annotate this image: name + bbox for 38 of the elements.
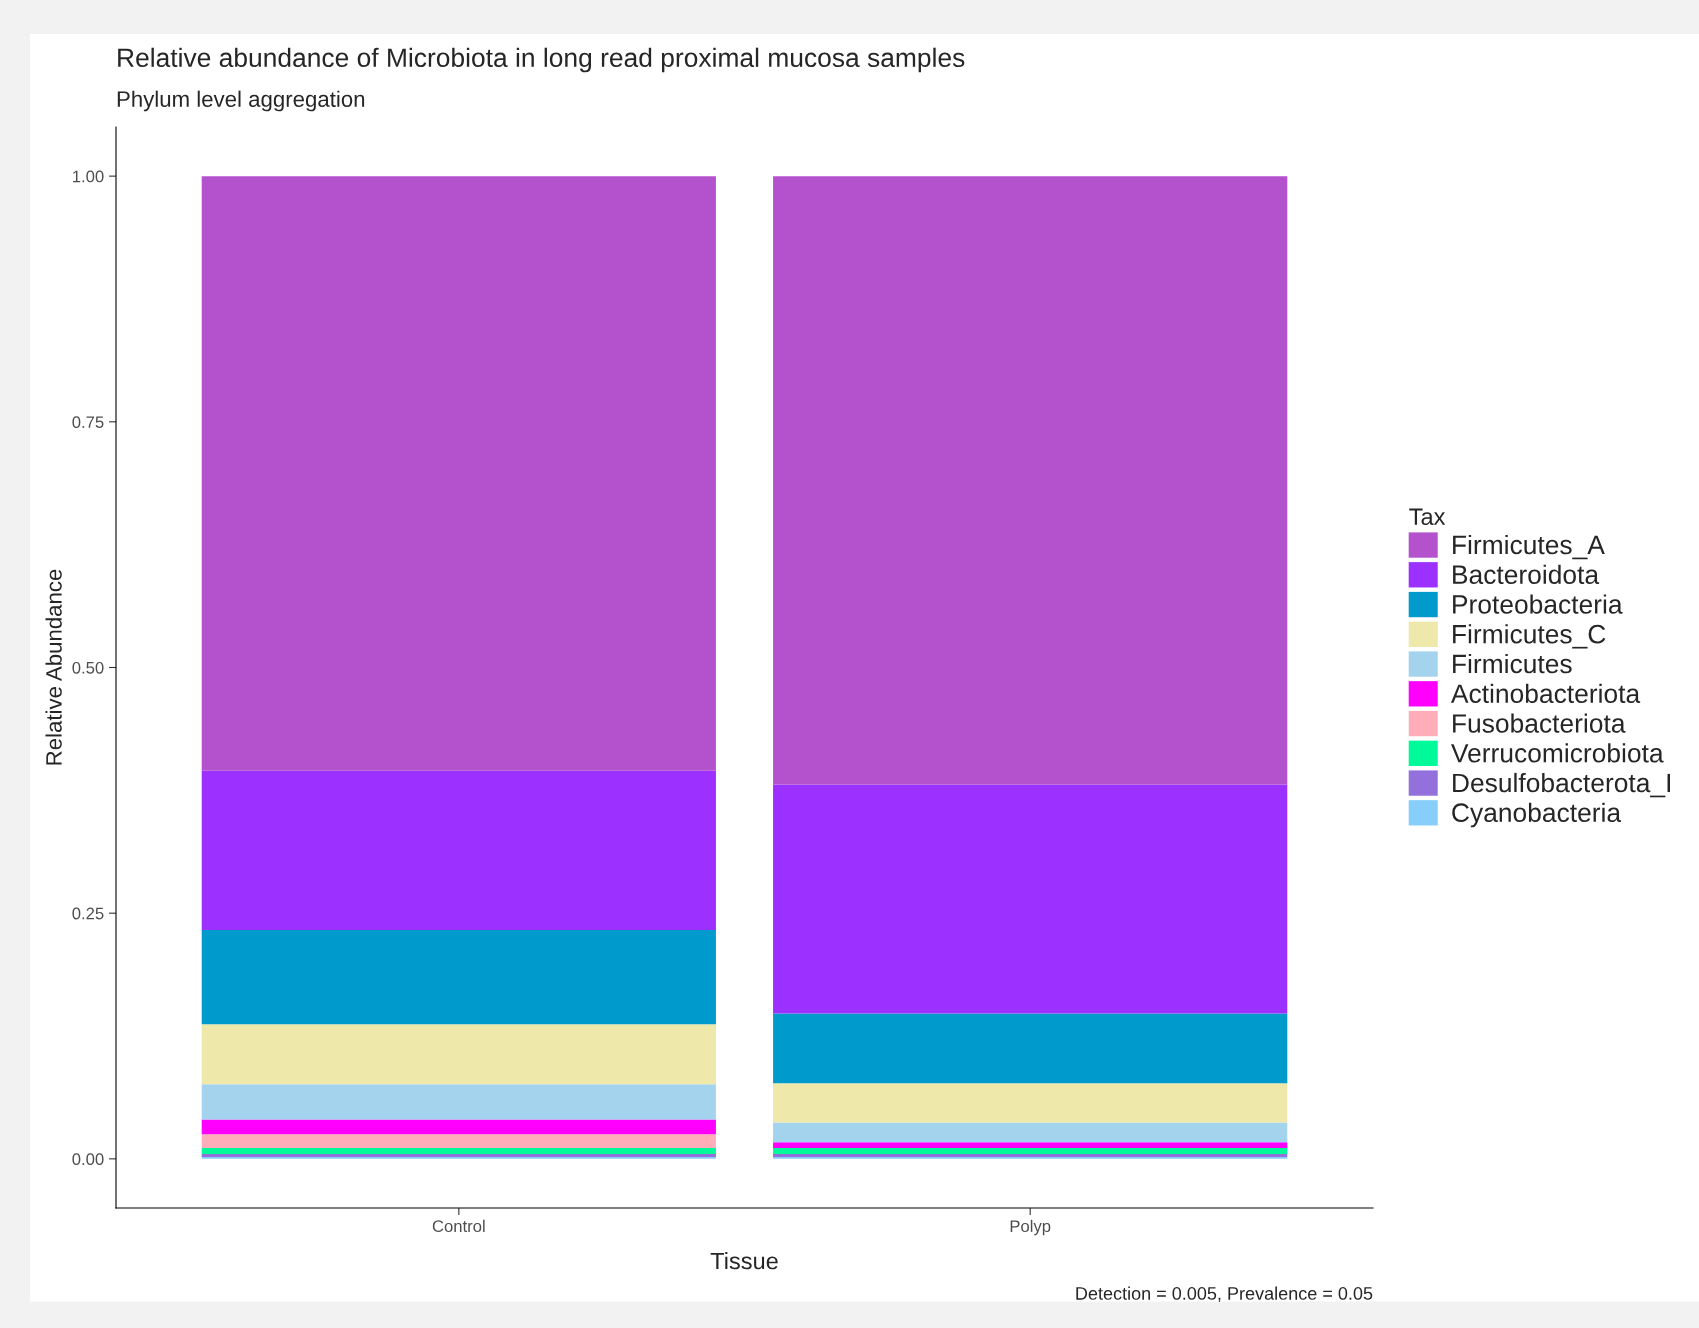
legend-title: Tax [1409, 508, 1446, 526]
y-tick-label: 0.25 [72, 907, 104, 920]
y-tick-label: 0.75 [72, 416, 104, 429]
bar [773, 1142, 1288, 1149]
legend-label: Verrucomicrobiota [1451, 743, 1664, 763]
legend-label: Actinobacteriota [1450, 683, 1641, 704]
legend-label: Cyanobacteria [1452, 802, 1622, 828]
y-tick-label: 0.50 [72, 661, 104, 674]
bar [201, 1134, 716, 1149]
x-axis-title: Tissue [710, 1252, 778, 1270]
bar [773, 1083, 1288, 1123]
legend-label: Firmicutes_A [1453, 534, 1605, 560]
chart-title: Relative abundance of Microbiota in long read proximal mucosa samples [118, 47, 965, 73]
y-tick-label: 0.00 [72, 1153, 104, 1166]
bar [773, 176, 1288, 785]
legend-label: Bacteroidota [1453, 564, 1600, 585]
bar [201, 929, 716, 1025]
y-tick-label: 1.00 [73, 170, 104, 183]
legend-label: Firmicutes_C [1453, 624, 1606, 649]
x-tick-label: Polyp [1010, 1219, 1051, 1236]
legend-label: Fusobacteriota [1453, 713, 1626, 733]
text: Detection = 0.005, Prevalence = 0.05 [1076, 1286, 1373, 1302]
y-axis-title: Relative Abundance [45, 569, 62, 765]
bar [773, 1122, 1288, 1143]
bar [201, 1084, 716, 1120]
bar [201, 176, 716, 771]
bar [201, 770, 716, 930]
legend-label: Desulfobacterota_I [1453, 772, 1670, 798]
bar [201, 1148, 716, 1154]
bar [773, 784, 1288, 1014]
chart-subtitle: Phylum level aggregation [117, 90, 365, 112]
bar [201, 1024, 716, 1085]
x-tick-label: Control [432, 1219, 485, 1233]
bar [201, 1119, 716, 1135]
bar [773, 1148, 1288, 1154]
legend-label: Firmicutes [1453, 653, 1572, 674]
bar [773, 1013, 1288, 1084]
legend-label: Proteobacteria [1453, 594, 1623, 614]
